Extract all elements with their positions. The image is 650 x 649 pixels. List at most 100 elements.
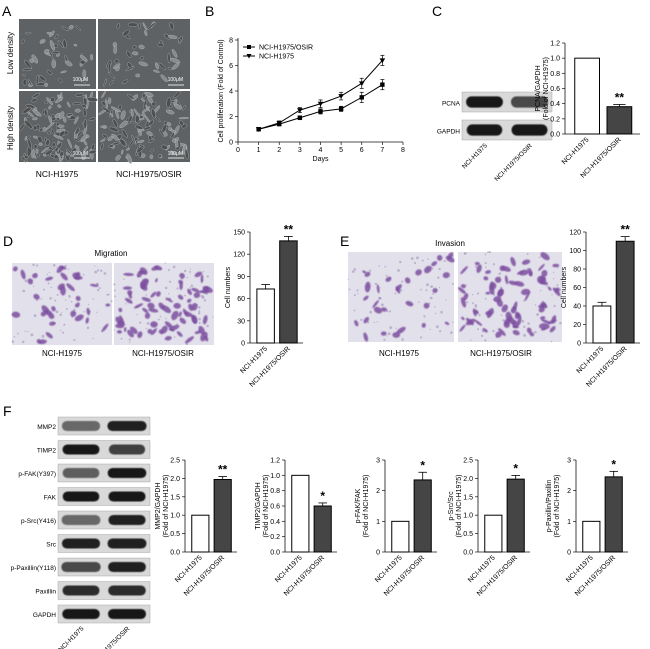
cell-shape bbox=[168, 127, 173, 131]
cell-shape bbox=[57, 40, 65, 48]
cell-shape bbox=[144, 30, 148, 37]
stained-cell bbox=[139, 267, 148, 275]
membrane-pore bbox=[212, 316, 214, 318]
y-tick-label: 1.0 bbox=[170, 513, 180, 520]
stained-cell bbox=[161, 305, 172, 314]
stained-cell bbox=[504, 275, 509, 285]
cell-shape bbox=[171, 49, 178, 58]
cell-shape bbox=[75, 93, 84, 97]
y-axis-label: p-FAK/FAK bbox=[355, 488, 362, 523]
stained-cell bbox=[147, 302, 155, 310]
cell-shape bbox=[145, 104, 151, 112]
invasion-micrographs bbox=[347, 250, 562, 343]
western-blot-panel-f: MMP2 TIMP2 p-FAK(Y397) FAK p-Src(Y416) Src p-P… bbox=[11, 416, 151, 649]
membrane-pore bbox=[49, 297, 52, 300]
membrane-pore bbox=[70, 300, 73, 303]
panel-letter-a: A bbox=[2, 3, 12, 19]
data-point bbox=[359, 95, 364, 100]
y-tick-label: 0 bbox=[567, 550, 571, 557]
cell-shape bbox=[48, 105, 52, 110]
protein-band bbox=[108, 444, 146, 455]
stained-cell bbox=[503, 321, 510, 328]
membrane-pore bbox=[465, 284, 468, 286]
cell-shape bbox=[74, 127, 80, 136]
membrane-pore bbox=[96, 269, 100, 272]
cell-shape bbox=[90, 54, 93, 61]
membrane-pore bbox=[415, 256, 419, 260]
membrane-pore bbox=[470, 339, 472, 341]
membrane-pore bbox=[87, 303, 90, 306]
cell-shape bbox=[127, 138, 135, 148]
stained-cell bbox=[75, 295, 81, 302]
cell-shape bbox=[65, 60, 73, 67]
stained-cell bbox=[179, 272, 185, 279]
stained-cell bbox=[485, 270, 491, 274]
bar-chart-mmp2: 0.00.51.01.52.02.5NCI-H1975**NCI-H1975/O… bbox=[155, 458, 237, 598]
stained-cell bbox=[364, 281, 371, 293]
stained-cell bbox=[60, 272, 68, 281]
cell-shape bbox=[56, 117, 60, 121]
cell-shape bbox=[73, 43, 78, 47]
cell-shape bbox=[147, 22, 156, 30]
stained-cell bbox=[117, 320, 125, 327]
stained-cell bbox=[36, 339, 42, 344]
bar bbox=[256, 288, 275, 344]
cell-shape bbox=[132, 45, 137, 50]
bar-chart-invasion: 020406080100120NCI-H1975**NCI-H1975/OSIR… bbox=[561, 223, 640, 389]
stained-cell bbox=[376, 284, 380, 294]
protein-band bbox=[107, 420, 147, 432]
stained-cell bbox=[12, 266, 18, 272]
stained-cell bbox=[404, 277, 411, 284]
stained-cell bbox=[476, 264, 482, 273]
membrane-pore bbox=[120, 337, 123, 340]
band-label: Paxillin bbox=[35, 589, 56, 596]
stained-cell bbox=[177, 294, 184, 300]
cell-shape bbox=[55, 96, 64, 104]
stained-cell bbox=[51, 306, 56, 312]
y-axis-label: Cell proliferation (Fold of Control) bbox=[218, 39, 225, 142]
cell-shape bbox=[127, 22, 138, 27]
cell-shape bbox=[101, 90, 106, 99]
cell-shape bbox=[27, 138, 32, 150]
stained-cell bbox=[196, 290, 208, 293]
data-point bbox=[338, 94, 344, 99]
cell-shape bbox=[151, 101, 157, 107]
cell-shape bbox=[138, 22, 141, 30]
membrane-pore bbox=[378, 265, 381, 267]
cell-shape bbox=[173, 90, 182, 99]
y-tick-label: 0 bbox=[229, 140, 233, 147]
stained-cell bbox=[498, 328, 506, 337]
cell-shape bbox=[51, 116, 57, 121]
cell-shape bbox=[159, 128, 165, 137]
stained-cell bbox=[191, 302, 198, 311]
membrane-pore bbox=[401, 280, 404, 283]
x-tick-label: NCI-H1975/OSIR bbox=[383, 554, 426, 597]
y-tick-label: 0.5 bbox=[170, 531, 180, 538]
y-axis-label: p-Paxillin/Paxillin bbox=[546, 480, 553, 533]
cell-shape bbox=[114, 59, 120, 64]
cell-shape bbox=[122, 29, 130, 37]
membrane-pore bbox=[551, 294, 553, 296]
x-tick-label: NCI-H1975/OSIR bbox=[249, 345, 292, 388]
stained-cell bbox=[547, 286, 552, 291]
stained-cell bbox=[459, 324, 466, 332]
membrane-pore bbox=[550, 340, 553, 343]
membrane-pore bbox=[401, 338, 404, 341]
membrane-pore bbox=[128, 338, 131, 341]
stained-cell bbox=[436, 254, 443, 261]
stained-cell bbox=[521, 288, 531, 296]
y-axis-label-line2: (Fold of NCI-H1975) bbox=[456, 474, 463, 537]
cell-shape bbox=[50, 128, 55, 135]
membrane-pore bbox=[480, 334, 484, 338]
stained-cell bbox=[539, 277, 546, 285]
stained-cell bbox=[70, 310, 77, 317]
stained-cell bbox=[445, 255, 455, 263]
membrane-pore bbox=[373, 321, 376, 324]
membrane-pore bbox=[443, 260, 446, 263]
cell-shape bbox=[138, 44, 145, 50]
y-tick-label: 40 bbox=[573, 304, 581, 311]
membrane-pore bbox=[22, 289, 26, 293]
cell-shape bbox=[135, 73, 141, 78]
stained-cell bbox=[457, 287, 467, 294]
membrane-pore bbox=[369, 310, 373, 314]
